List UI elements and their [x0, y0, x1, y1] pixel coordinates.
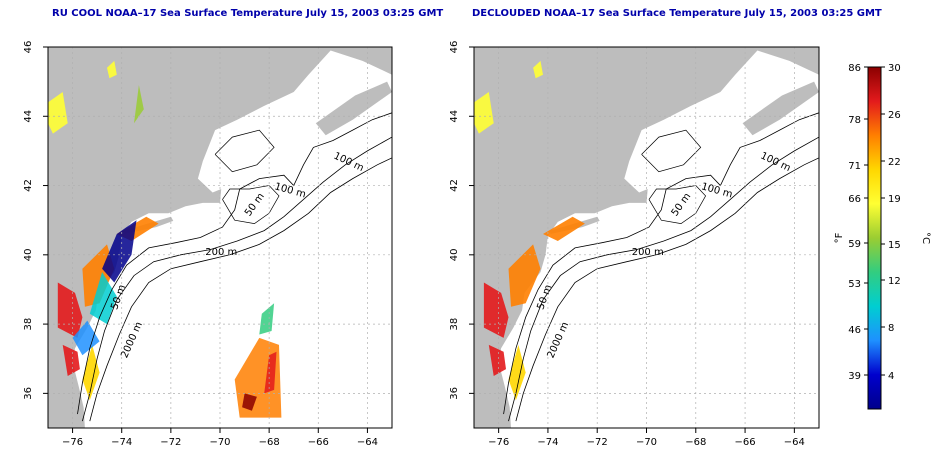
sst-patch	[508, 344, 526, 401]
colorbar-unit-c: °C	[920, 232, 931, 244]
sst-patch	[72, 320, 100, 356]
isobath-label: 200 m	[632, 247, 664, 258]
lat-tick-label: 46	[449, 41, 460, 54]
isobath-line	[82, 136, 392, 422]
lat-tick-label: 44	[23, 110, 34, 123]
lat-tick-label: 42	[449, 179, 460, 192]
colorbar-c-label: 4	[888, 371, 894, 382]
lon-tick-label: −68	[685, 437, 706, 448]
isobath-line	[214, 129, 275, 173]
lat-tick-label: 40	[449, 248, 460, 261]
colorbar-f-label: 86	[848, 63, 861, 74]
lat-tick-label: 36	[23, 387, 34, 400]
land-mass	[48, 47, 392, 428]
sst-patch	[102, 220, 137, 283]
sst-patch	[134, 85, 144, 124]
sst-patch	[107, 60, 117, 79]
isobath-line	[515, 157, 819, 422]
sst-patch	[264, 351, 277, 394]
sst-patch	[474, 92, 494, 134]
lon-tick-label: −76	[62, 437, 83, 448]
sst-patch	[48, 92, 68, 134]
temperature-colorbar: 86 78 71 66 59 53 46 39 30 26 22 19 15 12 8 4 °F °C	[834, 63, 931, 410]
sst-patch	[82, 344, 100, 401]
isobath-line	[508, 136, 819, 422]
sst-patch	[533, 60, 543, 79]
isobath-label: 200 m	[205, 247, 237, 258]
lon-tick-label: −72	[160, 437, 181, 448]
isobath-line	[641, 129, 702, 173]
sst-patch	[543, 216, 585, 241]
colorbar-c-label: 8	[888, 323, 894, 334]
colorbar-f-label: 66	[848, 194, 861, 205]
colorbar-bar	[867, 66, 882, 410]
colorbar-c-label: 12	[888, 276, 901, 287]
right-panel-title: DECLOUDED NOAA–17 Sea Surface Temperatur…	[472, 8, 882, 19]
colorbar-f-label: 46	[848, 325, 861, 336]
lon-tick-label: −64	[357, 437, 378, 448]
land-mass	[474, 47, 819, 428]
lon-tick-label: −76	[488, 437, 509, 448]
isobath-line	[77, 112, 392, 415]
lat-tick-label: 44	[449, 110, 460, 123]
lat-tick-label: 38	[23, 318, 34, 331]
lon-tick-label: −70	[209, 437, 230, 448]
nova-scotia	[742, 81, 819, 136]
lon-tick-label: −74	[537, 437, 558, 448]
lat-tick-label: 38	[449, 318, 460, 331]
colorbar-unit-f: °F	[834, 232, 845, 243]
lon-tick-label: −74	[111, 437, 132, 448]
colorbar-c-label: 19	[888, 194, 901, 205]
isobath-line	[222, 185, 280, 224]
isobath-line	[648, 185, 707, 224]
isobath-line	[89, 157, 392, 422]
colorbar-c-label: 15	[888, 240, 901, 251]
sst-patch	[488, 344, 506, 376]
sst-patch	[508, 244, 541, 307]
colorbar-f-label: 78	[848, 115, 861, 126]
sst-patch	[89, 272, 117, 325]
nova-scotia	[315, 81, 392, 136]
lon-tick-label: −66	[308, 437, 329, 448]
lon-tick-label: −66	[735, 437, 756, 448]
lon-tick-label: −72	[587, 437, 608, 448]
sst-patch	[242, 393, 257, 411]
isobath-line	[503, 112, 819, 415]
left-panel-title: RU COOL NOAA–17 Sea Surface Temperature …	[52, 8, 444, 19]
colorbar-f-label: 53	[848, 279, 861, 290]
colorbar-c-label: 30	[888, 63, 901, 74]
lat-tick-label: 42	[23, 179, 34, 192]
colorbar-f-label: 71	[848, 161, 861, 172]
colorbar-f-label: 59	[848, 239, 861, 250]
sst-patch	[259, 303, 275, 335]
lat-tick-label: 40	[23, 248, 34, 261]
sst-patch	[62, 344, 80, 376]
colorbar-f-label: 39	[848, 371, 861, 382]
lon-tick-label: −64	[784, 437, 805, 448]
colorbar-c-label: 22	[888, 157, 901, 168]
lat-tick-label: 36	[449, 387, 460, 400]
colorbar-c-label: 26	[888, 110, 901, 121]
lon-tick-label: −70	[636, 437, 657, 448]
lat-tick-label: 46	[23, 41, 34, 54]
lon-tick-label: −68	[259, 437, 280, 448]
